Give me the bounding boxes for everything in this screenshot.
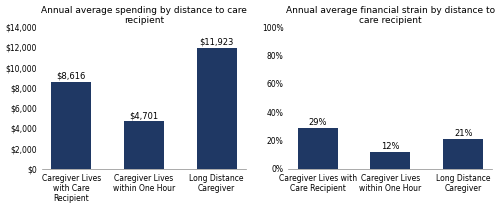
Bar [370,152,410,169]
Title: Annual average financial strain by distance to
care recipient: Annual average financial strain by dista… [286,6,495,25]
Bar [298,128,338,169]
Title: Annual average spending by distance to care
recipient: Annual average spending by distance to c… [41,6,247,25]
Text: 12%: 12% [381,142,400,151]
Text: $11,923: $11,923 [200,38,234,47]
Text: $8,616: $8,616 [56,71,86,80]
Bar [124,121,164,169]
Text: 21%: 21% [454,129,472,138]
Bar [51,82,91,169]
Bar [196,48,236,169]
Bar [443,139,483,169]
Text: 29%: 29% [308,118,327,127]
Text: $4,701: $4,701 [130,111,158,120]
